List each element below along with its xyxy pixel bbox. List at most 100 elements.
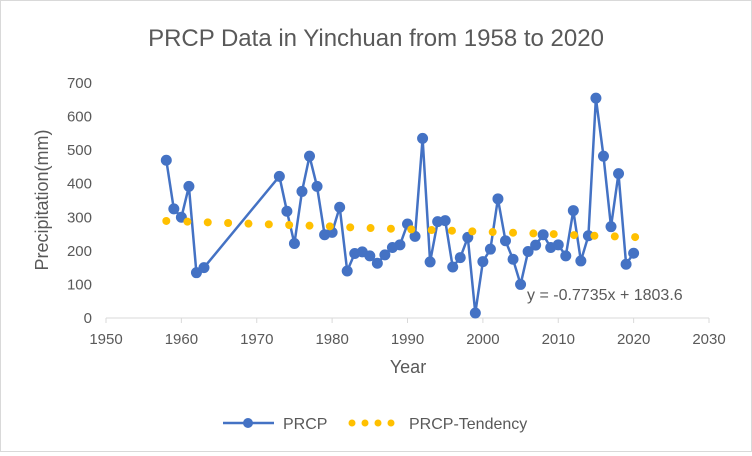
prcp-series-line xyxy=(165,96,635,315)
y-axis-title: Precipitation(mm) xyxy=(32,129,52,270)
prcp-data-point xyxy=(484,243,496,255)
tendency-dot xyxy=(346,223,355,232)
y-tick-label: 600 xyxy=(67,109,92,126)
x-tick-label: 1980 xyxy=(315,331,348,348)
tendency-dot xyxy=(224,218,233,227)
prcp-data-point xyxy=(507,253,519,265)
tendency-dot xyxy=(590,231,599,240)
prcp-data-point xyxy=(417,132,429,144)
prcp-data-point xyxy=(447,261,459,273)
prcp-data-point xyxy=(409,230,421,242)
tendency-dot xyxy=(549,230,558,239)
x-tick-label: 1990 xyxy=(391,331,424,348)
prcp-data-point xyxy=(492,193,504,205)
prcp-data-point xyxy=(281,205,293,217)
legend-tendency-dot xyxy=(387,419,395,427)
tendency-dot xyxy=(631,233,640,242)
prcp-data-point xyxy=(439,215,451,227)
tendency-dot xyxy=(610,232,619,241)
prcp-data-point xyxy=(477,256,489,268)
prcp-data-point xyxy=(168,203,180,215)
tendency-dot xyxy=(407,225,416,234)
prcp-data-point xyxy=(198,262,210,274)
tendency-dot xyxy=(305,221,314,230)
tendency-dot xyxy=(366,224,375,233)
prcp-data-point xyxy=(620,258,632,270)
prcp-data-point xyxy=(304,150,316,162)
prcp-data-point xyxy=(183,180,195,192)
tendency-dot xyxy=(488,228,497,237)
legend-tendency-dot xyxy=(348,419,356,427)
prcp-data-point xyxy=(288,237,300,249)
prcp-data-point xyxy=(160,154,172,166)
tendency-dot xyxy=(183,217,192,226)
tendency-dot xyxy=(468,227,477,236)
x-tick-label: 2020 xyxy=(617,331,650,348)
prcp-data-point xyxy=(462,231,474,243)
tendency-dot xyxy=(264,220,273,229)
series-prcp xyxy=(160,92,640,319)
y-tick-label: 500 xyxy=(67,142,92,159)
prcp-data-point xyxy=(394,239,406,251)
prcp-data-point xyxy=(560,250,572,262)
prcp-data-point xyxy=(537,229,549,241)
prcp-data-point xyxy=(334,201,346,213)
y-tick-label: 300 xyxy=(67,209,92,226)
tendency-dot xyxy=(529,229,538,238)
prcp-data-point xyxy=(567,205,579,217)
x-tick-label: 1960 xyxy=(165,331,198,348)
x-tick-label: 2010 xyxy=(542,331,575,348)
prcp-data-point xyxy=(341,265,353,277)
y-tick-label: 700 xyxy=(67,75,92,92)
prcp-data-point xyxy=(469,307,481,319)
tendency-dot xyxy=(203,218,212,227)
prcp-data-point xyxy=(590,92,602,104)
tendency-dot xyxy=(509,228,518,237)
prcp-data-point xyxy=(311,180,323,192)
tendency-dot xyxy=(386,224,395,233)
prcp-data-point xyxy=(424,256,436,268)
tendency-dot xyxy=(325,222,334,231)
y-tick-label: 100 xyxy=(67,276,92,293)
prcp-data-point xyxy=(371,257,383,269)
prcp-data-point xyxy=(190,267,202,279)
x-tick-label: 1970 xyxy=(240,331,273,348)
prcp-data-point xyxy=(515,278,527,290)
prcp-data-point xyxy=(296,185,308,197)
prcp-data-point xyxy=(552,239,564,251)
prcp-data-point xyxy=(628,247,640,259)
y-tick-label: 400 xyxy=(67,176,92,193)
prcp-data-point xyxy=(454,252,466,264)
tendency-dot xyxy=(570,231,579,240)
prcp-data-point xyxy=(597,150,609,162)
series-prcp-tendency xyxy=(162,216,640,242)
legend-prcp-marker xyxy=(243,418,253,428)
tendency-dot xyxy=(285,221,294,230)
legend-tendency-dot xyxy=(374,419,382,427)
prcp-data-point xyxy=(273,170,285,182)
prcp-data-point xyxy=(522,246,534,258)
x-tick-label: 2000 xyxy=(466,331,499,348)
tendency-dot xyxy=(162,216,171,225)
prcp-data-point xyxy=(613,168,625,180)
legend-tendency-dot xyxy=(361,419,369,427)
prcp-data-point xyxy=(530,239,542,251)
x-tick-label: 2030 xyxy=(692,331,725,348)
x-axis-title: Year xyxy=(390,357,426,377)
tendency-dot xyxy=(244,219,253,228)
x-tick-label: 1950 xyxy=(89,331,122,348)
prcp-data-point xyxy=(499,235,511,247)
y-tick-label: 0 xyxy=(84,310,92,327)
legend-prcp-label: PRCP xyxy=(283,416,327,433)
tendency-dot xyxy=(427,226,436,235)
legend-tendency-label: PRCP-Tendency xyxy=(409,416,527,433)
trendline-equation: y = -0.7735x + 1803.6 xyxy=(527,287,683,304)
chart-title: PRCP Data in Yinchuan from 1958 to 2020 xyxy=(148,25,604,52)
legend: PRCP PRCP-Tendency xyxy=(223,416,527,433)
prcp-data-point xyxy=(605,221,617,233)
prcp-data-point xyxy=(575,255,587,267)
y-tick-label: 200 xyxy=(67,243,92,260)
tendency-dot xyxy=(447,226,456,235)
